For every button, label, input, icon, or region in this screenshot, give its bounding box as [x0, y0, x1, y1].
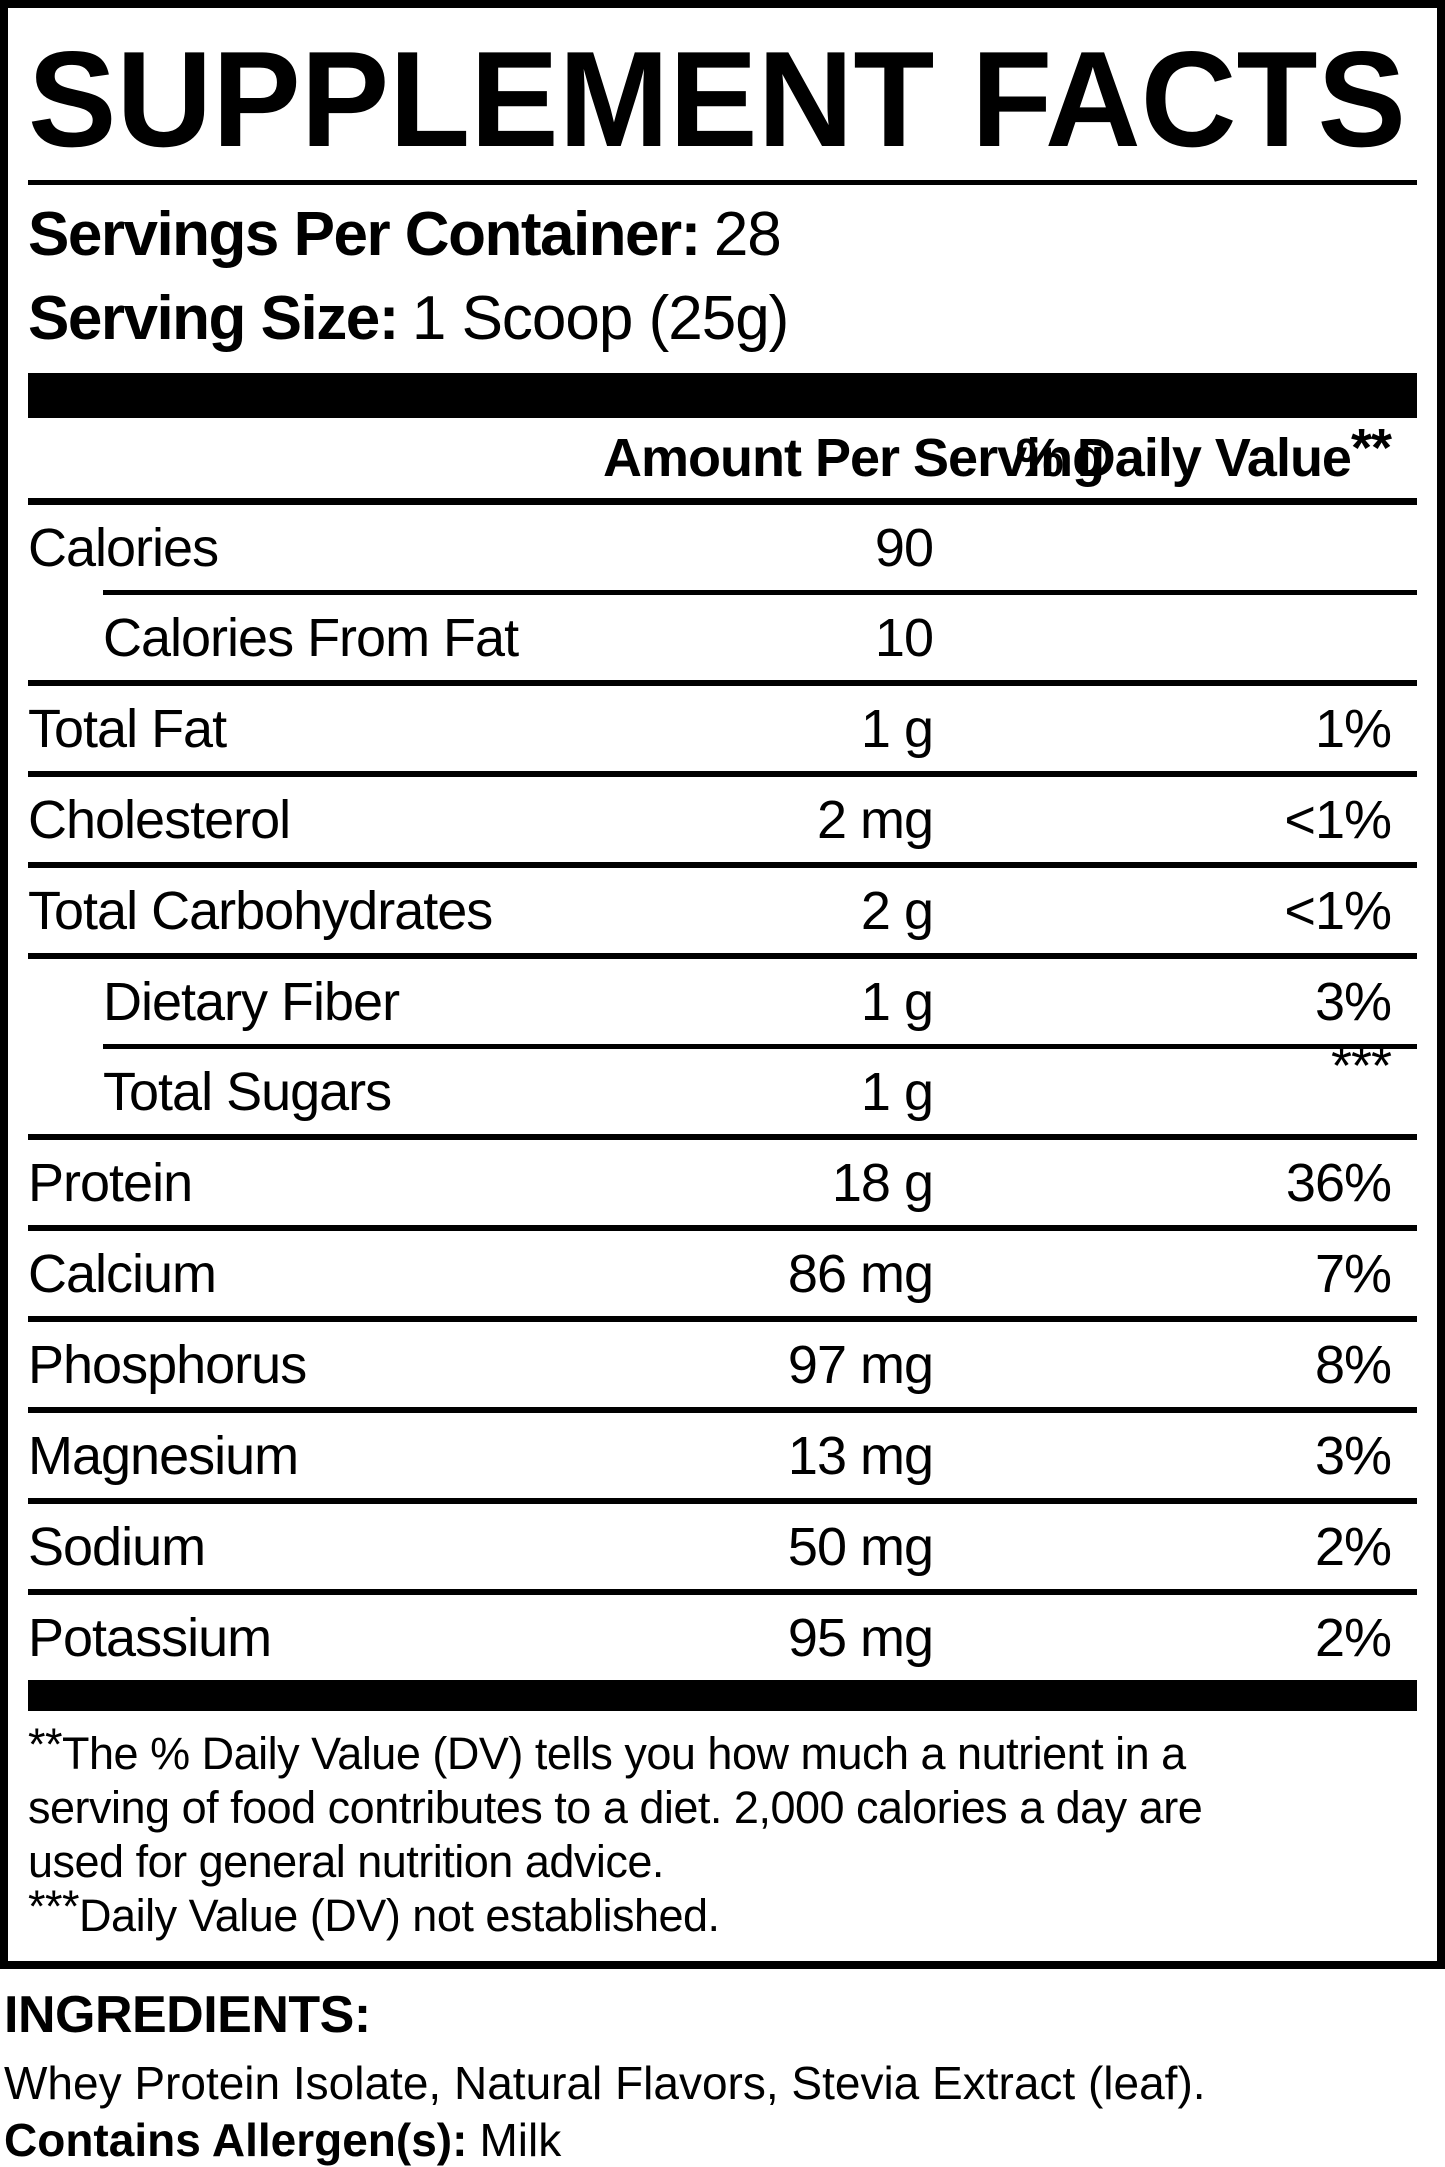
- thick-bar-bottom: [28, 1680, 1417, 1711]
- table-row-total-fat: Total Fat 1 g 1%: [28, 686, 1417, 771]
- header-daily-value-text: % Daily Value: [1015, 428, 1352, 488]
- separator: [28, 1134, 1417, 1140]
- nutrient-name: Calories: [28, 517, 219, 578]
- nutrient-amount: 2 mg: [816, 789, 934, 850]
- footnote-text: The % Daily Value (DV) tells you how muc…: [28, 1728, 1203, 1887]
- nutrient-amount: 97 mg: [787, 1334, 934, 1395]
- nutrient-dv: 8%: [1314, 1334, 1392, 1395]
- table-row-calcium: Calcium 86 mg 7%: [28, 1231, 1417, 1316]
- nutrient-amount: 1 g: [860, 698, 934, 759]
- separator: [28, 1498, 1417, 1504]
- table-row-calories: Calories 90: [28, 505, 1417, 590]
- separator: [28, 1316, 1417, 1322]
- nutrient-amount: 86 mg: [787, 1243, 934, 1304]
- nutrient-amount: 13 mg: [787, 1425, 934, 1486]
- table-row-protein: Protein 18 g 36%: [28, 1140, 1417, 1225]
- table-header: Amount Per Serving % Daily Value**: [28, 418, 1417, 498]
- nutrient-name: Total Carbohydrates: [28, 880, 493, 941]
- nutrient-dv: 36%: [1285, 1152, 1392, 1213]
- table-row-total-sugars: Total Sugars 1 g ***: [28, 1036, 1417, 1134]
- daily-value-footnote: **The % Daily Value (DV) tells you how m…: [28, 1719, 1417, 1889]
- nutrient-dv: ***: [933, 1036, 1417, 1123]
- title-divider: [28, 180, 1417, 185]
- ingredients-list: Whey Protein Isolate, Natural Flavors, S…: [4, 2057, 1206, 2109]
- footnotes: **The % Daily Value (DV) tells you how m…: [28, 1711, 1417, 1961]
- table-row-magnesium: Magnesium 13 mg 3%: [28, 1413, 1417, 1498]
- footnote-asterisks: ***: [28, 1881, 80, 1932]
- nutrient-amount: 50 mg: [787, 1516, 934, 1577]
- header-daily-value-asterisks: **: [1350, 418, 1392, 478]
- nutrient-amount: 95 mg: [787, 1607, 934, 1668]
- nutrient-name: Magnesium: [28, 1425, 299, 1486]
- table-row-potassium: Potassium 95 mg 2%: [28, 1595, 1417, 1680]
- footnote-text: Daily Value (DV) not established.: [79, 1890, 720, 1941]
- table-row-cholesterol: Cholesterol 2 mg <1%: [28, 777, 1417, 862]
- nutrient-name: Phosphorus: [28, 1334, 307, 1395]
- nutrient-dv: <1%: [1284, 880, 1392, 941]
- table-row-dietary-fiber: Dietary Fiber 1 g 3%: [28, 959, 1417, 1044]
- header-daily-value: % Daily Value**: [933, 418, 1417, 489]
- separator-header: [28, 498, 1417, 505]
- separator: [28, 1225, 1417, 1231]
- nutrient-amount: 1 g: [860, 971, 934, 1032]
- table-row-calories-from-fat: Calories From Fat 10: [28, 595, 1417, 680]
- serving-info: Servings Per Container: 28 Serving Size: 1…: [28, 185, 1417, 373]
- panel-title-area: SUPPLEMENT FACTS: [28, 34, 1417, 172]
- nutrient-dv: 2%: [1314, 1516, 1392, 1577]
- serving-size-label: Serving Size:: [28, 284, 399, 353]
- nutrient-dv: 7%: [1314, 1243, 1392, 1304]
- separator-indented: [103, 590, 1417, 595]
- separator: [28, 862, 1417, 868]
- nutrient-name: Dietary Fiber: [103, 971, 400, 1032]
- header-amount-per-serving: Amount Per Serving: [603, 428, 1105, 488]
- nutrient-amount: 18 g: [831, 1152, 934, 1213]
- footnote-asterisks: **: [28, 1719, 63, 1770]
- thick-bar-top: [28, 373, 1417, 418]
- supplement-facts-panel: SUPPLEMENT FACTS Servings Per Container:…: [0, 0, 1445, 1969]
- nutrient-dv: 2%: [1314, 1607, 1392, 1668]
- servings-per-container: Servings Per Container: 28: [28, 193, 1417, 277]
- nutrient-amount: 1 g: [860, 1061, 934, 1122]
- separator-indented: [103, 1044, 1417, 1049]
- supplement-facts-title: SUPPLEMENT FACTS: [28, 34, 1406, 172]
- nutrient-dv: 1%: [1314, 698, 1392, 759]
- separator: [28, 953, 1417, 959]
- nutrient-name: Total Fat: [28, 698, 227, 759]
- table-row-sodium: Sodium 50 mg 2%: [28, 1504, 1417, 1589]
- separator: [28, 1589, 1417, 1595]
- allergen-value: Milk: [479, 2114, 562, 2166]
- nutrient-amount: 2 g: [860, 880, 934, 941]
- nutrient-name: Calcium: [28, 1243, 217, 1304]
- nutrient-name: Total Sugars: [103, 1061, 392, 1122]
- nutrient-amount: 10: [874, 607, 934, 668]
- nutrient-amount: 90: [874, 517, 934, 578]
- nutrient-dv: <1%: [1284, 789, 1392, 850]
- nutrient-name: Calories From Fat: [103, 607, 519, 668]
- supplement-facts-title-text: SUPPLEMENT FACTS: [28, 34, 1406, 172]
- serving-size-value: 1 Scoop (25g): [411, 284, 789, 353]
- nutrient-name: Protein: [28, 1152, 193, 1213]
- servings-per-container-label: Servings Per Container:: [28, 200, 701, 269]
- separator: [28, 1407, 1417, 1413]
- servings-per-container-value: 28: [713, 200, 782, 269]
- nutrient-dv: 3%: [1314, 971, 1392, 1032]
- allergen-label: Contains Allergen(s):: [4, 2114, 468, 2166]
- table-row-total-carbohydrates: Total Carbohydrates 2 g <1%: [28, 868, 1417, 953]
- separator: [28, 771, 1417, 777]
- not-established-asterisks: ***: [1330, 1035, 1392, 1096]
- nutrient-name: Sodium: [28, 1516, 206, 1577]
- ingredients-section: INGREDIENTS: Whey Protein Isolate, Natur…: [0, 1985, 1445, 2167]
- nutrient-name: Cholesterol: [28, 789, 291, 850]
- table-row-phosphorus: Phosphorus 97 mg 8%: [28, 1322, 1417, 1407]
- nutrient-dv: 3%: [1314, 1425, 1392, 1486]
- nutrient-name: Potassium: [28, 1607, 272, 1668]
- serving-size: Serving Size: 1 Scoop (25g): [28, 277, 1417, 361]
- separator: [28, 680, 1417, 686]
- allergen-statement: Contains Allergen(s): Milk: [4, 2113, 1441, 2167]
- ingredients-heading: INGREDIENTS:: [4, 1986, 371, 2044]
- not-established-footnote: ***Daily Value (DV) not established.: [28, 1881, 1417, 1943]
